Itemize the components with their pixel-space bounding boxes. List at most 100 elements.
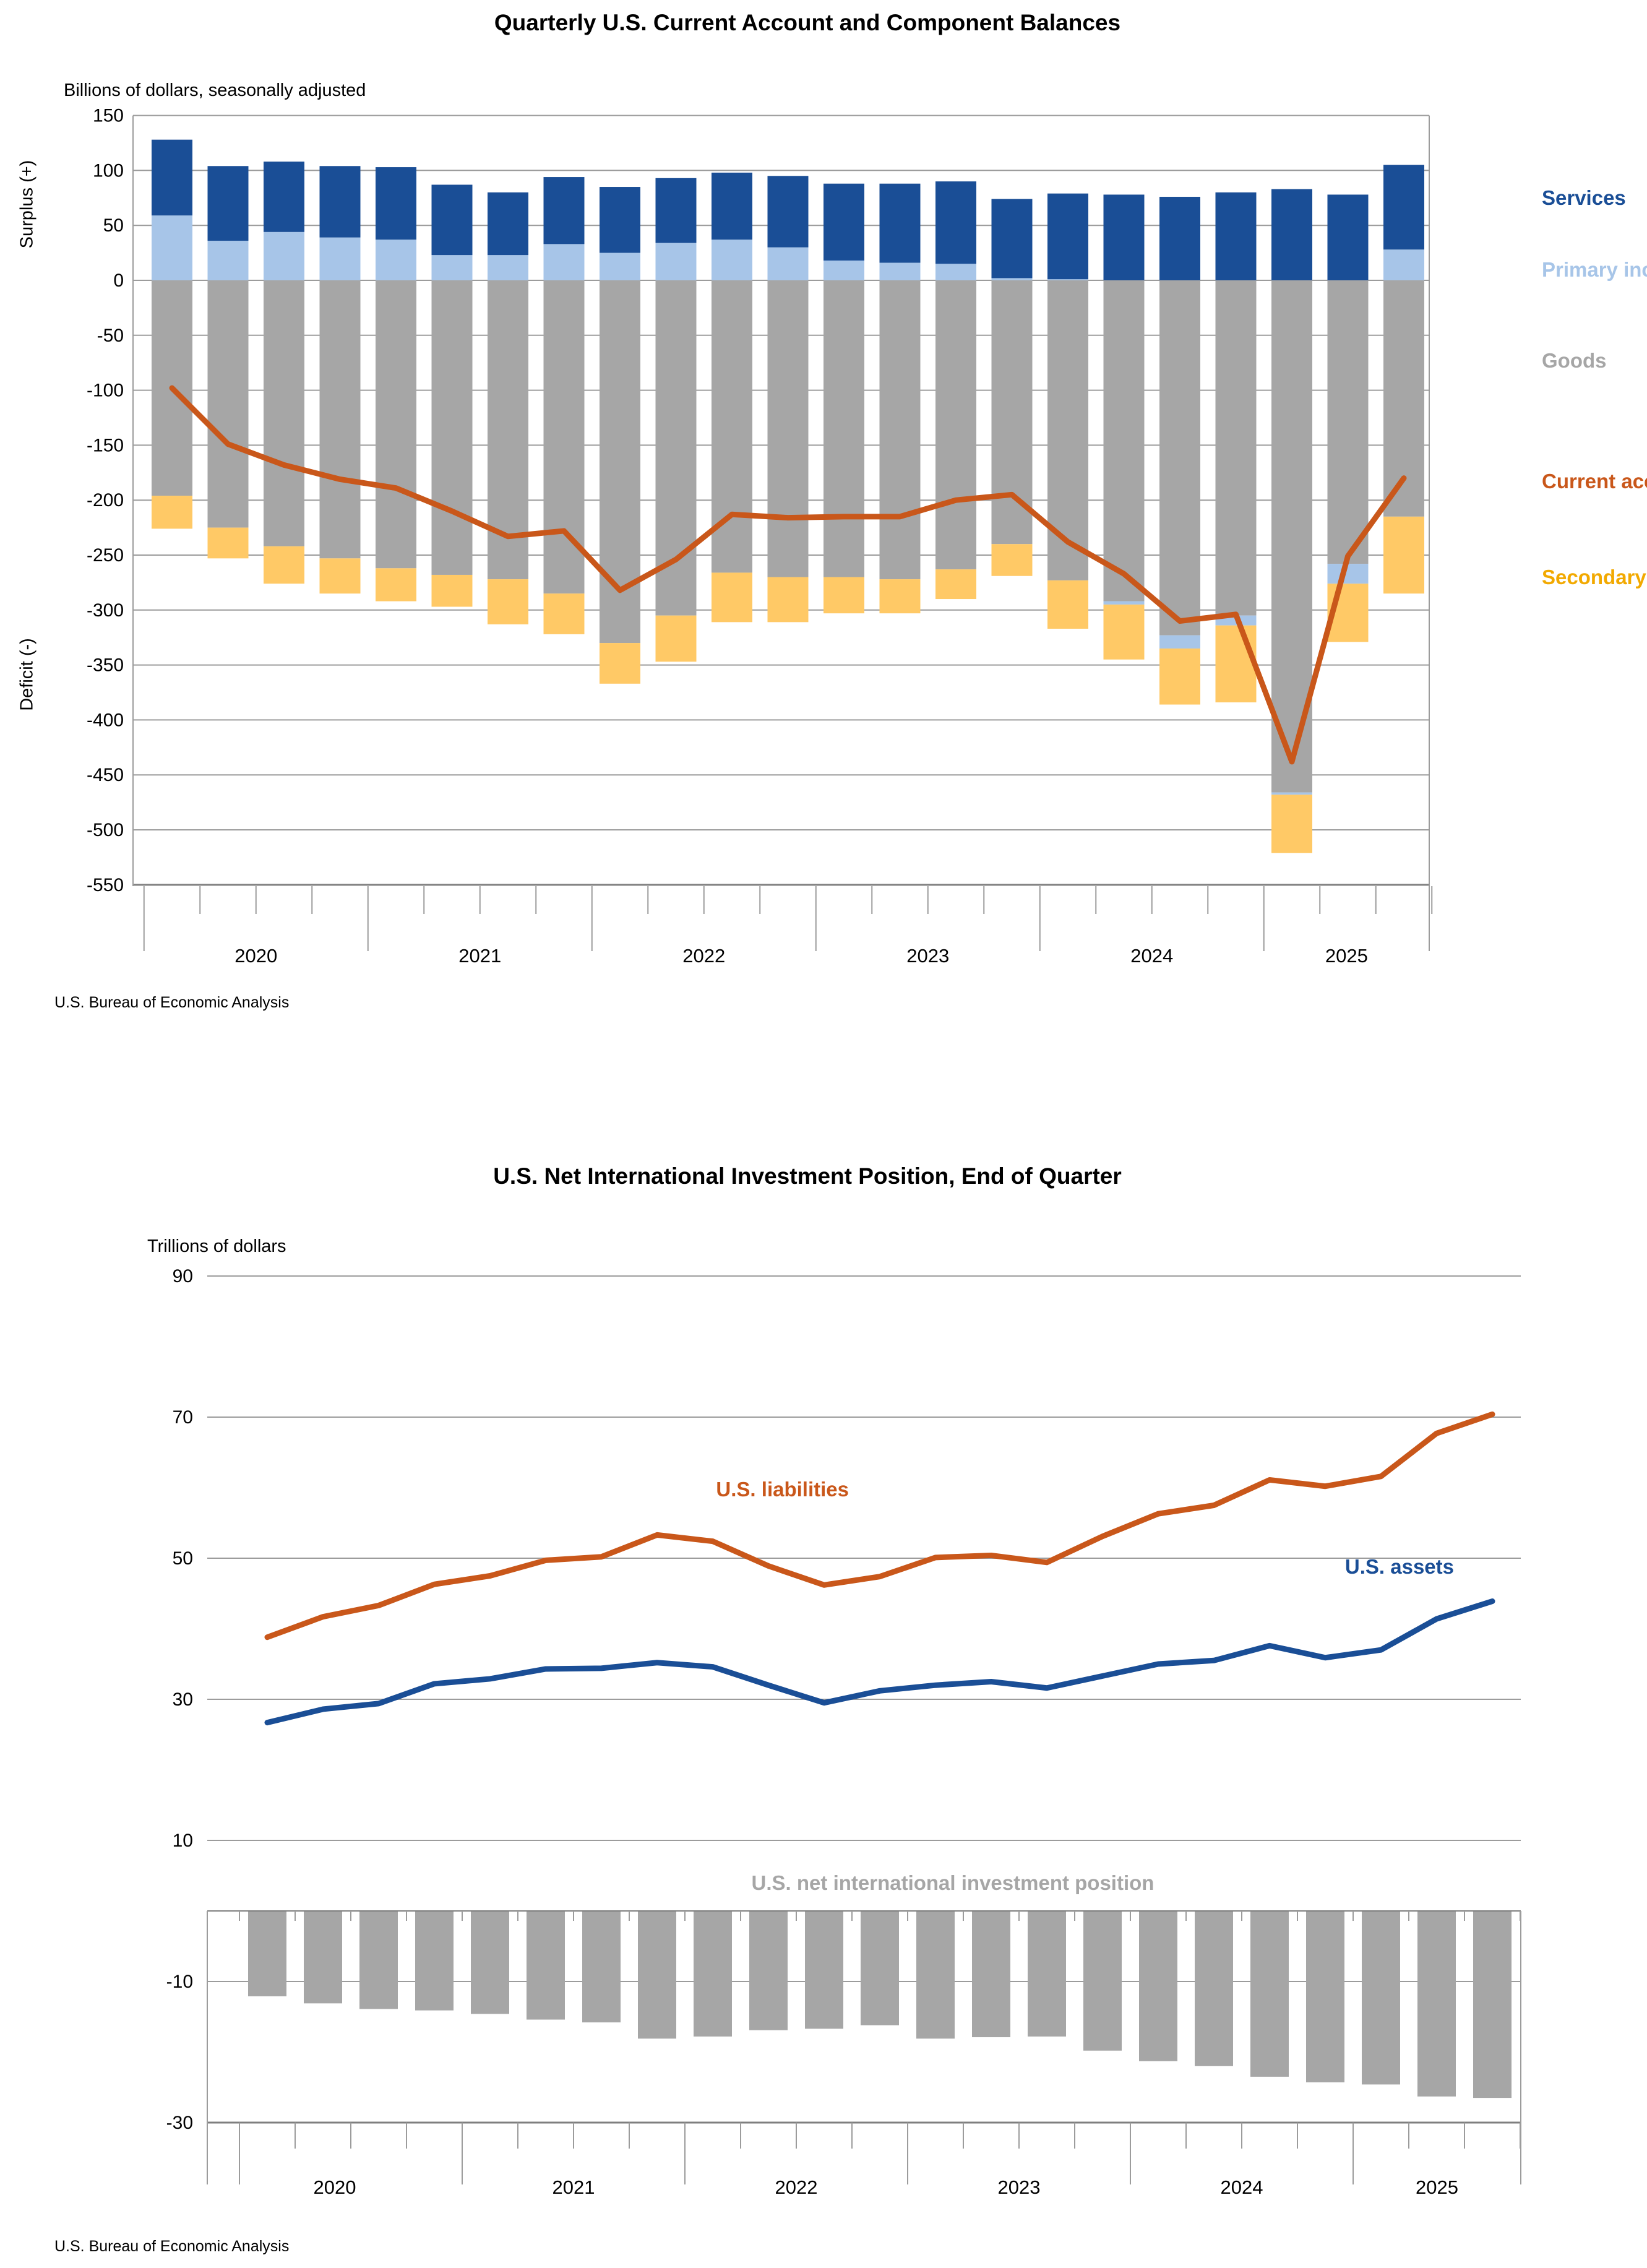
top-chart-units-label: Billions of dollars, seasonally adjusted xyxy=(64,80,366,100)
niip-bar xyxy=(471,1911,509,2014)
y-tick-label: 50 xyxy=(173,1548,193,1569)
niip-bar xyxy=(359,1911,398,2009)
secondary-income-bar xyxy=(655,615,697,662)
services-bar xyxy=(488,192,528,256)
year-label: 2023 xyxy=(906,945,949,967)
secondary-income-bar xyxy=(1383,516,1424,594)
niip-bar xyxy=(694,1911,732,2037)
secondary-income-bar xyxy=(264,546,304,584)
primary-income-bar xyxy=(1159,635,1200,649)
secondary-income-bar xyxy=(879,579,921,614)
y-tick-label: -500 xyxy=(87,820,124,840)
primary-income-bar xyxy=(600,252,640,280)
goods-bar xyxy=(1047,280,1088,580)
y-tick-label: 0 xyxy=(113,270,124,291)
niip-bar xyxy=(638,1911,676,2039)
y-tick-label: -250 xyxy=(87,545,124,566)
primary-income-bar xyxy=(488,255,528,280)
primary-income-bar xyxy=(767,247,809,280)
primary-income-bar xyxy=(431,255,473,280)
niip-bar xyxy=(1028,1911,1066,2037)
year-label: 2020 xyxy=(234,945,277,967)
primary-income-bar xyxy=(1103,601,1145,605)
goods-bar xyxy=(1159,280,1200,636)
y-tick-label: -50 xyxy=(97,326,124,346)
y-tick-label: -350 xyxy=(87,655,124,676)
secondary-income-bar xyxy=(712,572,752,623)
y-tick-label: -450 xyxy=(87,765,124,785)
services-bar xyxy=(1383,165,1424,250)
legend-primary-income: Primary income xyxy=(1542,258,1647,281)
services-bar xyxy=(1327,194,1369,280)
year-label: 2024 xyxy=(1221,2176,1263,2198)
goods-bar xyxy=(431,280,473,575)
secondary-income-bar xyxy=(824,577,864,614)
secondary-income-bar xyxy=(431,574,473,607)
niip-bar xyxy=(248,1911,286,1996)
top-chart-source: U.S. Bureau of Economic Analysis xyxy=(54,994,290,1011)
y-tick-label: -300 xyxy=(87,600,124,621)
niip-bar xyxy=(972,1911,1010,2038)
niip-bar xyxy=(805,1911,843,2029)
deficit-axis-label: Deficit (-) xyxy=(17,638,37,711)
primary-income-bar xyxy=(1383,249,1424,280)
primary-income-bar xyxy=(935,264,976,280)
assets-line xyxy=(264,1598,1495,1726)
legend-services: Services xyxy=(1542,186,1626,209)
y-tick-label: 50 xyxy=(103,215,124,236)
goods-bar xyxy=(1103,280,1145,601)
bottom-chart-units-label: Trillions of dollars xyxy=(147,1236,286,1256)
primary-income-bar xyxy=(655,243,697,280)
goods-bar xyxy=(935,280,976,570)
year-label: 2025 xyxy=(1325,945,1368,967)
niip-bar xyxy=(1417,1911,1456,2097)
niip-bar xyxy=(1362,1911,1400,2085)
y-tick-label: -30 xyxy=(166,2113,193,2133)
secondary-income-bar xyxy=(1271,795,1312,853)
y-tick-label: 100 xyxy=(93,160,124,181)
liabilities-line xyxy=(264,1411,1495,1641)
year-label: 2021 xyxy=(553,2176,595,2198)
niip-bar xyxy=(1195,1911,1233,2066)
primary-income-bar xyxy=(319,237,361,280)
legend-goods: Goods xyxy=(1542,349,1607,372)
services-bar xyxy=(264,162,304,232)
goods-bar xyxy=(824,280,864,577)
primary-income-bar xyxy=(824,261,864,280)
secondary-income-bar xyxy=(376,568,416,601)
services-bar xyxy=(991,199,1033,278)
services-bar xyxy=(207,166,249,241)
niip-bar xyxy=(304,1911,342,2004)
current-account-line xyxy=(169,385,1407,765)
goods-bar xyxy=(991,280,1033,545)
secondary-income-bar xyxy=(935,569,976,600)
services-bar xyxy=(879,183,921,263)
y-tick-label: -10 xyxy=(166,1972,193,1992)
secondary-income-bar xyxy=(543,593,585,634)
y-tick-label: 30 xyxy=(173,1689,193,1710)
secondary-income-bar xyxy=(319,558,361,594)
secondary-income-bar xyxy=(152,496,192,529)
services-bar xyxy=(1159,197,1200,280)
y-tick-label: -400 xyxy=(87,710,124,730)
y-tick-label: 150 xyxy=(93,106,124,126)
services-bar xyxy=(600,187,640,253)
primary-income-bar xyxy=(376,239,416,280)
niip-bar xyxy=(527,1911,565,2020)
niip-bar xyxy=(1473,1911,1512,2098)
y-tick-label: 10 xyxy=(173,1830,193,1851)
legend-current-account: Current account xyxy=(1542,470,1647,493)
secondary-income-bar xyxy=(600,643,640,684)
services-bar xyxy=(824,183,864,261)
goods-bar xyxy=(376,280,416,569)
primary-income-bar xyxy=(1271,792,1312,795)
secondary-income-bar xyxy=(207,527,249,559)
services-bar xyxy=(376,167,416,240)
label-niip: U.S. net international investment positi… xyxy=(751,1871,1155,1894)
year-label: 2023 xyxy=(998,2176,1041,2198)
niip-bar xyxy=(916,1911,955,2039)
niip-bar xyxy=(749,1911,788,2030)
bottom-chart-source: U.S. Bureau of Economic Analysis xyxy=(54,2238,290,2255)
niip-bar xyxy=(1250,1911,1289,2077)
